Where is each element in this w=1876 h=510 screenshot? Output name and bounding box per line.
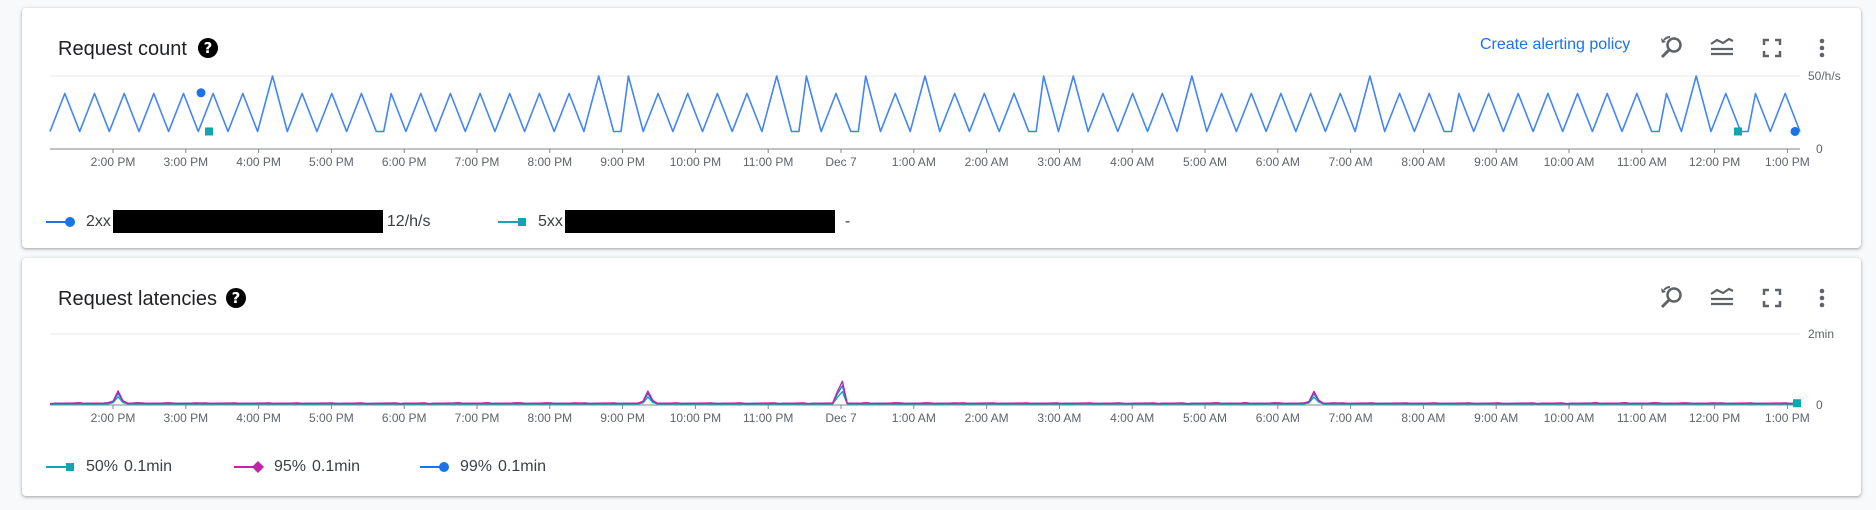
x-tick-label: 8:00 PM (527, 411, 572, 425)
x-tick-label: 6:00 PM (382, 155, 427, 169)
redacted-block (564, 210, 835, 233)
legend-series-name: 50% (86, 458, 119, 475)
x-tick-label: 12:00 PM (1689, 411, 1740, 425)
more-vert-icon[interactable] (1806, 282, 1838, 314)
x-tick-label: 10:00 PM (670, 411, 721, 425)
legend-series-value: 0.1min (312, 458, 361, 475)
x-tick-label: 2:00 AM (965, 411, 1009, 425)
y-axis-top-label: 50/h/s (1808, 69, 1841, 83)
request-latencies-title: Request latencies (58, 288, 217, 310)
legend-toggle-icon[interactable] (1706, 32, 1738, 64)
marker-5xx (205, 127, 213, 136)
x-tick-label: 5:00 PM (309, 411, 354, 425)
marker-2xx (196, 88, 206, 98)
legend-item-5xx[interactable]: 5xx - (498, 210, 850, 233)
x-tick-label: 4:00 PM (236, 411, 281, 425)
create-alerting-policy-link[interactable]: Create alerting policy (1480, 36, 1631, 53)
legend-item-p50[interactable]: 50% 0.1min (46, 458, 172, 476)
x-tick-label: 1:00 AM (892, 155, 936, 169)
x-tick-label: 11:00 PM (743, 155, 793, 169)
x-tick-label: 1:00 AM (892, 411, 936, 425)
y-axis-zero-label: 0 (1816, 398, 1823, 412)
x-tick-label: 7:00 AM (1329, 155, 1373, 169)
x-tick-label: 3:00 AM (1037, 411, 1081, 425)
legend-marker-square-icon (498, 217, 526, 226)
x-tick-label: 3:00 AM (1037, 155, 1081, 169)
series-line-2xx (49, 75, 1801, 133)
x-tick-label: 6:00 AM (1256, 411, 1300, 425)
legend-series-value: 0.1min (124, 458, 173, 475)
legend-series-value: - (844, 212, 851, 230)
legend-series-name: 2xx (86, 212, 111, 230)
x-tick-label: 9:00 PM (600, 155, 645, 169)
fullscreen-icon[interactable] (1756, 282, 1788, 314)
marker-2xx-last (1790, 126, 1800, 136)
x-tick-label: 10:00 PM (670, 155, 721, 169)
redacted-block (112, 210, 383, 233)
x-tick-label: 8:00 AM (1401, 411, 1445, 425)
x-tick-label: 9:00 AM (1474, 155, 1518, 169)
x-tick-label: 3:00 PM (163, 411, 208, 425)
x-tick-label: 7:00 PM (455, 411, 500, 425)
series-line-p95 (49, 380, 1801, 405)
zoom-reset-icon[interactable] (1656, 32, 1688, 64)
marker-p50 (1793, 399, 1801, 408)
x-tick-label: 7:00 AM (1329, 411, 1373, 425)
zoom-reset-icon[interactable] (1656, 282, 1688, 314)
x-tick-label: 11:00 AM (1617, 155, 1667, 169)
request-count-chart[interactable]: 50/h/s 0 2:00 PM 3:00 PM 4:00 PM 5:00 PM 6:00 … (22, 8, 1861, 248)
fullscreen-icon[interactable] (1756, 32, 1788, 64)
help-icon[interactable]: ? (226, 288, 246, 308)
x-tick-label: 4:00 AM (1110, 411, 1154, 425)
legend-series-value: 0.1min (498, 458, 547, 475)
legend-marker-square-icon (46, 463, 74, 471)
x-tick-label: Dec 7 (825, 411, 857, 425)
legend-item-2xx[interactable]: 2xx 12/h/s (46, 210, 431, 233)
legend-marker-diamond-icon (234, 461, 264, 473)
legend-series-value: 12/h/s (386, 212, 431, 230)
legend-series-name: 95% (274, 458, 307, 475)
x-tick-label: 10:00 AM (1544, 411, 1595, 425)
x-tick-label: 4:00 AM (1110, 155, 1154, 169)
request-latencies-card: Request latencies ? 2min 0 2:00 PM 3:00 PM 4… (22, 258, 1861, 496)
y-axis-top-label: 2min (1808, 327, 1834, 341)
x-tick-label: 5:00 AM (1183, 411, 1227, 425)
x-tick-label: 2:00 PM (91, 411, 136, 425)
help-icon[interactable]: ? (198, 38, 218, 58)
x-tick-label: 2:00 AM (965, 155, 1009, 169)
legend-series-name: 5xx (538, 212, 563, 230)
marker-5xx (1734, 127, 1742, 136)
request-latencies-chart[interactable]: 2min 0 2:00 PM 3:00 PM 4:00 PM 5:00 PM 6:00 PM… (22, 258, 1861, 496)
x-tick-label: 12:00 PM (1689, 155, 1740, 169)
x-tick-label: 9:00 AM (1474, 411, 1518, 425)
legend-toggle-icon[interactable] (1706, 282, 1738, 314)
x-tick-label: 3:00 PM (163, 155, 208, 169)
legend-marker-circle-icon (46, 216, 75, 227)
x-tick-label: 8:00 PM (527, 155, 572, 169)
request-count-card: Request count ? Create alerting policy 5… (22, 8, 1861, 248)
x-tick-label: 1:00 PM (1765, 411, 1810, 425)
legend-series-name: 99% (460, 458, 493, 475)
series-line-p99 (49, 385, 1801, 405)
more-vert-icon[interactable] (1806, 32, 1838, 64)
x-tick-label: 10:00 AM (1544, 155, 1595, 169)
x-tick-label: Dec 7 (825, 155, 857, 169)
x-tick-label: 7:00 PM (455, 155, 500, 169)
y-axis-zero-label: 0 (1816, 142, 1823, 156)
legend-marker-circle-icon (420, 462, 449, 472)
x-tick-label: 1:00 PM (1765, 155, 1810, 169)
x-tick-label: 6:00 AM (1256, 155, 1300, 169)
x-tick-label: 5:00 PM (309, 155, 354, 169)
x-tick-label: 2:00 PM (91, 155, 136, 169)
x-tick-label: 11:00 AM (1617, 411, 1667, 425)
legend-item-p99[interactable]: 99% 0.1min (420, 458, 546, 476)
x-tick-label: 4:00 PM (236, 155, 281, 169)
x-tick-label: 11:00 PM (743, 411, 793, 425)
x-tick-label: 5:00 AM (1183, 155, 1227, 169)
x-tick-label: 6:00 PM (382, 411, 427, 425)
request-count-title: Request count (58, 38, 187, 60)
x-tick-label: 9:00 PM (600, 411, 645, 425)
legend-item-p95[interactable]: 95% 0.1min (234, 458, 360, 476)
x-tick-label: 8:00 AM (1401, 155, 1445, 169)
